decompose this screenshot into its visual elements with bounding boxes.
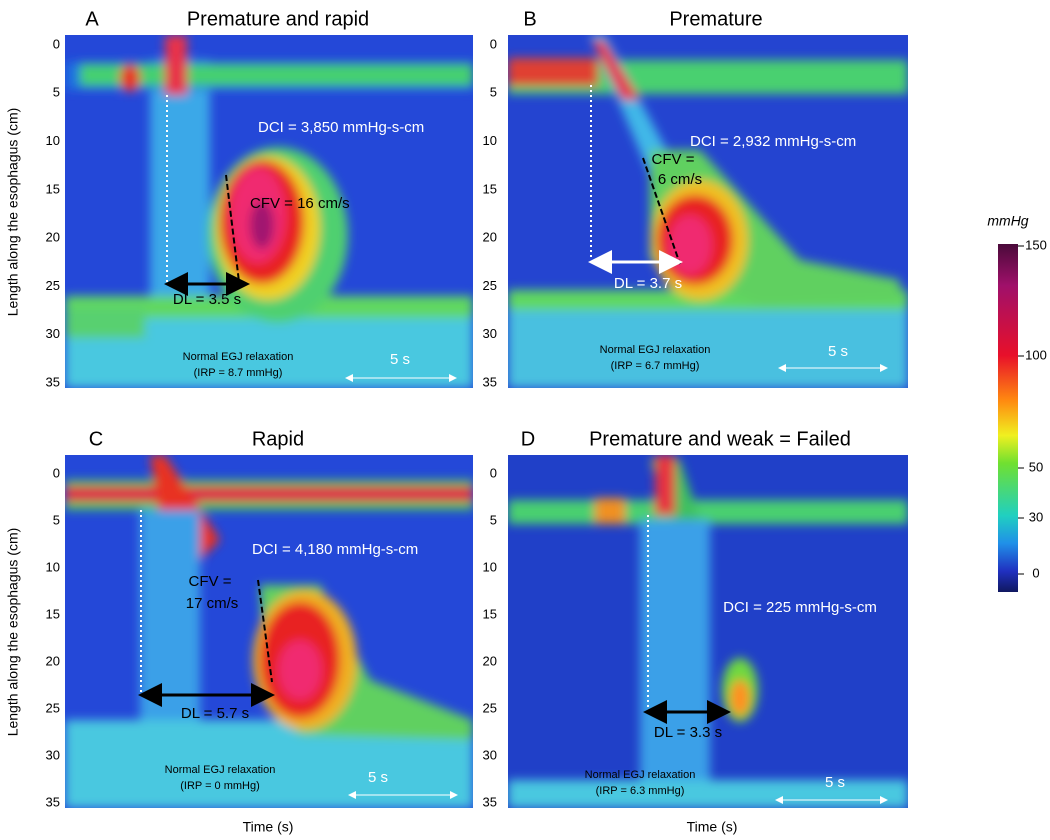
y-tick-label: 35 [46, 794, 60, 809]
y-tick-label: 0 [490, 465, 497, 480]
panel-letter: C [89, 428, 103, 450]
dci-label: DCI = 3,850 mmHg-s-cm [258, 119, 424, 136]
irp-label: (IRP = 0 mmHg) [180, 780, 260, 792]
panel-title: Premature and rapid [187, 8, 369, 30]
y-tick-label: 25 [483, 278, 497, 293]
colorbar-tick-label: 100 [1025, 347, 1047, 362]
y-tick-label: 25 [46, 700, 60, 715]
panel-title: Rapid [252, 428, 304, 450]
panel-letter: A [85, 8, 99, 30]
y-tick-label: 35 [46, 375, 60, 390]
y-tick-label: 15 [483, 181, 497, 196]
annotations: DCI = 4,180 mmHg-s-cm CFV = 17 cm/s DL =… [138, 510, 458, 799]
irp-label: Normal EGJ relaxation [183, 351, 294, 363]
heatmap [508, 35, 908, 388]
y-tick-label: 0 [53, 465, 60, 480]
heatmap [65, 455, 473, 808]
irp-label: (IRP = 6.7 mmHg) [611, 360, 700, 372]
y-tick-label: 20 [483, 230, 497, 245]
colorbar-unit: mmHg [987, 213, 1028, 229]
x-axis-label: Time (s) [687, 819, 738, 835]
scale-label: 5 s [825, 774, 845, 791]
y-tick-label: 20 [483, 653, 497, 668]
dci-label: DCI = 4,180 mmHg-s-cm [252, 541, 418, 558]
irp-label: (IRP = 8.7 mmHg) [194, 367, 283, 379]
y-tick-label: 0 [490, 36, 497, 51]
dci-label: DCI = 225 mmHg-s-cm [723, 599, 877, 616]
dl-label: DL = 5.7 s [181, 705, 249, 722]
dci-label: DCI = 2,932 mmHg-s-cm [690, 133, 856, 150]
cfv-line [257, 579, 273, 683]
panel-letter: B [523, 8, 536, 30]
y-tick-label: 25 [483, 700, 497, 715]
irp-label: Normal EGJ relaxation [600, 344, 711, 356]
cfv-line [642, 157, 681, 265]
y-tick-label: 20 [46, 230, 60, 245]
colorbar-tick-label: 50 [1029, 459, 1043, 474]
panel-titles: A Premature and rapid B Premature C Rapi… [85, 8, 851, 450]
colorbar-tick-label: 30 [1029, 509, 1043, 524]
colorbar-tick-label: 0 [1032, 565, 1039, 580]
y-tick-label: 30 [483, 747, 497, 762]
cfv-label: CFV = [189, 573, 232, 590]
cfv-label: 6 cm/s [658, 171, 702, 188]
y-tick-label: 5 [490, 85, 497, 100]
y-tick-label: 10 [483, 133, 497, 148]
y-tick-label: 10 [46, 133, 60, 148]
annotations: DCI = 2,932 mmHg-s-cm CFV = 6 cm/s DL = … [588, 85, 888, 372]
colorbar [998, 244, 1018, 592]
y-tick-label: 25 [46, 278, 60, 293]
dl-label: DL = 3.3 s [654, 724, 722, 741]
dl-label: DL = 3.7 s [614, 275, 682, 292]
y-tick-label: 15 [483, 606, 497, 621]
y-tick-label: 30 [46, 747, 60, 762]
y-tick-label: 15 [46, 606, 60, 621]
panel-title: Premature [669, 8, 762, 30]
y-tick-label: 35 [483, 375, 497, 390]
colorbar-tick-label: 150 [1025, 237, 1047, 252]
annotations: DCI = 3,850 mmHg-s-cm CFV = 16 cm/s DL =… [164, 95, 457, 382]
scale-label: 5 s [390, 351, 410, 368]
y-tick-label: 0 [53, 36, 60, 51]
y-tick-label: 20 [46, 653, 60, 668]
panel-letter: D [521, 428, 535, 450]
cfv-label: CFV = 16 cm/s [250, 195, 350, 212]
irp-label: Normal EGJ relaxation [165, 764, 276, 776]
heatmap [508, 455, 908, 808]
dl-label: DL = 3.5 s [173, 291, 241, 308]
scale-label: 5 s [828, 343, 848, 360]
y-tick-label: 5 [490, 512, 497, 527]
y-axis-label: Length along the esophagus (cm) [5, 528, 21, 737]
y-tick-label: 30 [46, 326, 60, 341]
cfv-label: CFV = [652, 151, 695, 168]
scale-label: 5 s [368, 769, 388, 786]
cfv-label: 17 cm/s [186, 595, 239, 612]
panel-title: Premature and weak = Failed [589, 428, 851, 450]
y-tick-label: 15 [46, 181, 60, 196]
y-tick-label: 35 [483, 794, 497, 809]
irp-label: Normal EGJ relaxation [585, 769, 696, 781]
x-axis-label: Time (s) [243, 819, 294, 835]
y-tick-label: 5 [53, 512, 60, 527]
y-tick-label: 10 [483, 559, 497, 574]
y-axis-label: Length along the esophagus (cm) [5, 108, 21, 317]
cfv-line [225, 174, 241, 291]
annotations: DCI = 225 mmHg-s-cm DL = 3.3 s Normal EG… [585, 515, 888, 804]
y-tick-label: 10 [46, 559, 60, 574]
irp-label: (IRP = 6.3 mmHg) [596, 785, 685, 797]
y-tick-label: 30 [483, 326, 497, 341]
y-tick-label: 5 [53, 85, 60, 100]
